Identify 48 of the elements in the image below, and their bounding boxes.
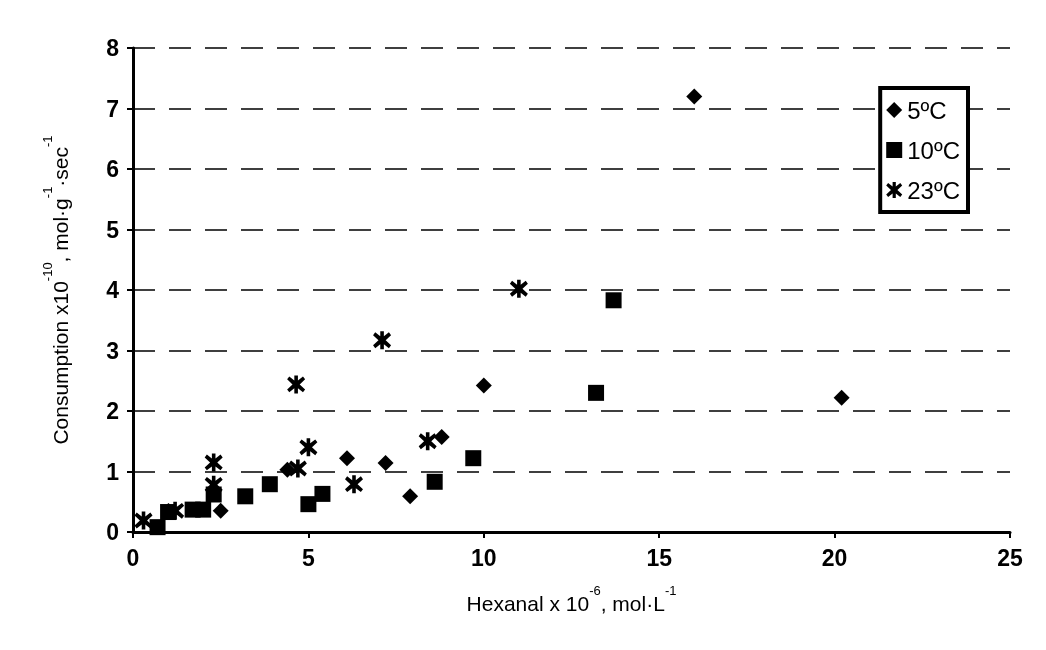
point [426,473,443,490]
point [373,331,392,350]
x-tick-label: 20 [821,544,848,571]
point [433,429,450,446]
point [686,88,703,105]
legend-label: 23ºC [907,176,960,204]
point [195,501,212,518]
x-tick-label: 15 [646,544,673,571]
point [833,389,850,406]
x-tick-label: 25 [997,544,1023,571]
point [160,504,177,521]
point [377,455,394,472]
y-tick-label: 2 [106,398,119,424]
x-tick-label: 10 [471,544,497,571]
y-tick-label: 3 [106,337,119,364]
point [402,488,419,505]
y-tick-label: 8 [106,35,120,61]
point [287,375,306,394]
y-tick-label: 4 [106,277,120,303]
legend-label: 10ºC [907,136,960,164]
point [205,486,222,503]
point [288,459,307,478]
point [237,488,254,505]
x-tick-label: 0 [126,544,140,571]
y-tick-label: 5 [106,216,120,243]
point [465,450,482,467]
x-tick-label: 5 [302,544,315,571]
point [204,453,223,472]
y-axis-title: Consumption x10-10, mol·g-1·sec-1 [40,135,72,445]
legend-label: 5ºC [907,96,947,124]
point [418,432,437,451]
y-tick-label: 1 [106,458,120,485]
y-tick-label: 7 [106,95,119,122]
y-tick-label: 6 [106,156,119,182]
y-tick-label: 0 [106,519,119,545]
point [212,502,229,519]
point [605,292,622,309]
point [345,475,363,494]
point [300,496,317,513]
point [588,384,605,401]
point [299,438,318,457]
point [261,476,278,493]
point [475,377,492,394]
point [149,519,166,536]
point [509,279,528,298]
point [338,450,355,467]
point [314,485,331,502]
point [134,511,153,530]
